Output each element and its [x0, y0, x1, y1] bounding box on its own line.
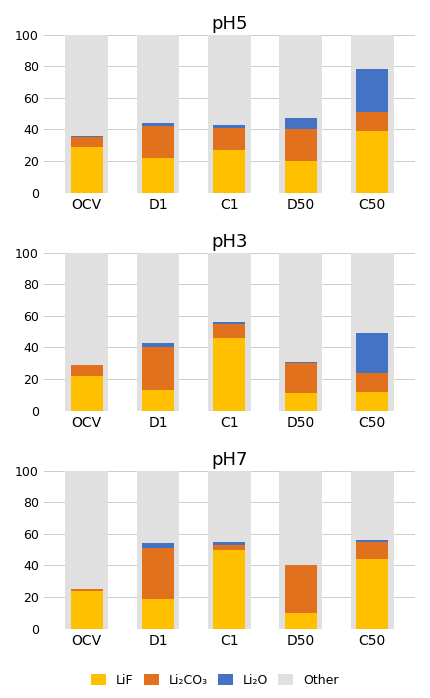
- Bar: [142, 548, 174, 598]
- Bar: [285, 565, 317, 613]
- Bar: [137, 35, 179, 193]
- Bar: [351, 35, 393, 193]
- Bar: [280, 470, 322, 628]
- Bar: [285, 129, 317, 161]
- Bar: [213, 544, 246, 549]
- Bar: [351, 253, 393, 410]
- Bar: [142, 343, 174, 348]
- Bar: [356, 559, 388, 628]
- Bar: [356, 392, 388, 410]
- Bar: [356, 112, 388, 131]
- Bar: [213, 338, 246, 410]
- Bar: [142, 158, 174, 193]
- Bar: [208, 470, 251, 628]
- Bar: [142, 348, 174, 390]
- Bar: [213, 125, 246, 128]
- Bar: [65, 35, 108, 193]
- Bar: [213, 322, 246, 324]
- Bar: [208, 253, 251, 410]
- Bar: [285, 363, 317, 393]
- Bar: [71, 365, 103, 376]
- Title: pH7: pH7: [211, 451, 248, 469]
- Bar: [71, 591, 103, 628]
- Bar: [356, 131, 388, 193]
- Bar: [71, 376, 103, 410]
- Bar: [280, 35, 322, 193]
- Bar: [356, 69, 388, 112]
- Bar: [137, 470, 179, 628]
- Bar: [213, 324, 246, 338]
- Bar: [65, 470, 108, 628]
- Bar: [142, 390, 174, 410]
- Bar: [213, 128, 246, 150]
- Bar: [142, 543, 174, 548]
- Bar: [137, 253, 179, 410]
- Bar: [285, 119, 317, 129]
- Bar: [213, 549, 246, 628]
- Bar: [65, 253, 108, 410]
- Title: pH3: pH3: [211, 233, 248, 251]
- Bar: [213, 542, 246, 544]
- Bar: [285, 161, 317, 193]
- Bar: [356, 540, 388, 542]
- Title: pH5: pH5: [211, 15, 248, 33]
- Bar: [356, 333, 388, 373]
- Bar: [356, 542, 388, 559]
- Bar: [142, 126, 174, 158]
- Bar: [280, 253, 322, 410]
- Legend: LiF, Li₂CO₃, Li₂O, Other: LiF, Li₂CO₃, Li₂O, Other: [86, 669, 344, 692]
- Bar: [71, 135, 103, 138]
- Bar: [71, 147, 103, 193]
- Bar: [213, 150, 246, 193]
- Bar: [71, 589, 103, 591]
- Bar: [142, 598, 174, 628]
- Bar: [285, 393, 317, 410]
- Bar: [356, 373, 388, 392]
- Bar: [285, 613, 317, 628]
- Bar: [71, 138, 103, 147]
- Bar: [142, 123, 174, 126]
- Bar: [285, 362, 317, 363]
- Bar: [351, 470, 393, 628]
- Bar: [208, 35, 251, 193]
